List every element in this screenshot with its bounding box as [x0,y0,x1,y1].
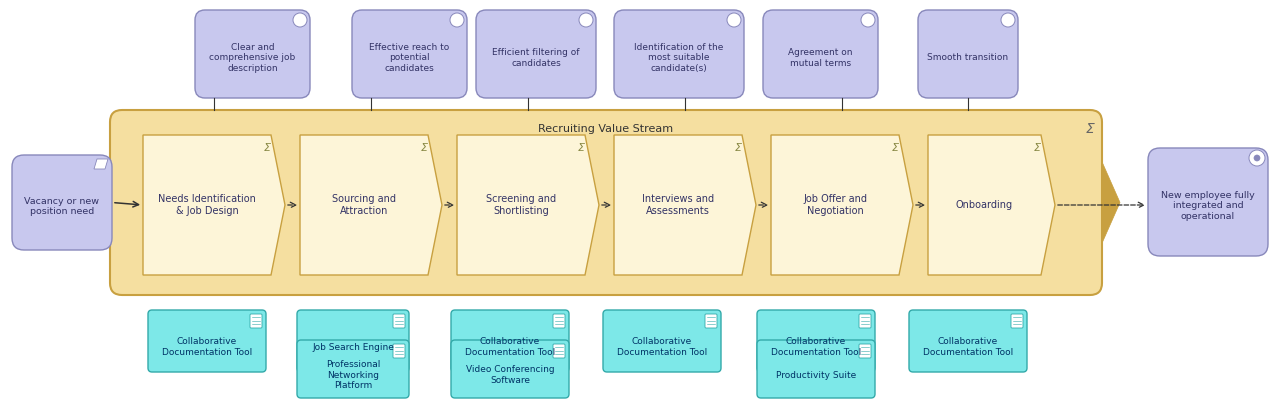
Text: Professional
Networking
Platform: Professional Networking Platform [326,360,380,390]
Circle shape [293,13,307,27]
FancyBboxPatch shape [352,10,467,98]
Text: Screening and
Shortlisting: Screening and Shortlisting [486,194,556,216]
Text: Σ: Σ [421,143,428,153]
FancyBboxPatch shape [553,344,564,358]
Text: Job Search Engine: Job Search Engine [312,343,394,351]
FancyBboxPatch shape [148,310,266,372]
Text: Σ: Σ [1085,122,1094,136]
FancyBboxPatch shape [451,340,570,398]
Text: Collaborative
Documentation Tool: Collaborative Documentation Tool [161,337,252,357]
Text: Agreement on
mutual terms: Agreement on mutual terms [788,48,852,68]
Circle shape [1249,150,1265,166]
Polygon shape [93,159,108,169]
FancyBboxPatch shape [297,310,410,372]
Polygon shape [300,135,442,275]
Text: Σ: Σ [577,143,585,153]
FancyBboxPatch shape [195,10,310,98]
FancyBboxPatch shape [1011,314,1023,328]
Text: Clear and
comprehensive job
description: Clear and comprehensive job description [210,43,296,73]
FancyBboxPatch shape [297,340,410,398]
FancyBboxPatch shape [859,314,870,328]
Text: Efficient filtering of
candidates: Efficient filtering of candidates [493,48,580,68]
Circle shape [727,13,741,27]
FancyBboxPatch shape [909,310,1027,372]
Circle shape [579,13,593,27]
FancyBboxPatch shape [12,155,113,250]
Text: Σ: Σ [735,143,741,153]
Polygon shape [457,135,599,275]
Text: Vacancy or new
position need: Vacancy or new position need [24,197,100,216]
Circle shape [451,13,465,27]
Circle shape [1001,13,1015,27]
FancyBboxPatch shape [553,314,564,328]
FancyBboxPatch shape [756,340,876,398]
Text: Collaborative
Documentation Tool: Collaborative Documentation Tool [465,337,556,357]
FancyBboxPatch shape [603,310,721,372]
Text: Σ: Σ [891,143,899,153]
Text: Productivity Suite: Productivity Suite [776,370,856,379]
Text: Needs Identification
& Job Design: Needs Identification & Job Design [157,194,256,216]
Text: Sourcing and
Attraction: Sourcing and Attraction [332,194,396,216]
Text: Job Offer and
Negotiation: Job Offer and Negotiation [803,194,867,216]
FancyBboxPatch shape [451,310,570,372]
Text: Collaborative
Documentation Tool: Collaborative Documentation Tool [771,337,861,357]
Text: Σ: Σ [1033,143,1041,153]
Text: Identification of the
most suitable
candidate(s): Identification of the most suitable cand… [635,43,723,73]
FancyBboxPatch shape [763,10,878,98]
Text: New employee fully
integrated and
operational: New employee fully integrated and operat… [1161,191,1254,221]
Text: Recruiting Value Stream: Recruiting Value Stream [539,124,673,134]
Text: Σ: Σ [264,143,270,153]
FancyBboxPatch shape [110,110,1102,295]
FancyBboxPatch shape [614,10,744,98]
Text: Onboarding: Onboarding [956,200,1012,210]
Polygon shape [143,135,285,275]
FancyBboxPatch shape [1148,148,1268,256]
FancyBboxPatch shape [756,310,876,372]
Polygon shape [614,135,756,275]
Polygon shape [771,135,913,275]
Polygon shape [928,135,1055,275]
Text: Effective reach to
potential
candidates: Effective reach to potential candidates [370,43,449,73]
Text: Smooth transition: Smooth transition [928,53,1009,63]
FancyBboxPatch shape [705,314,717,328]
Text: Video Conferencing
Software: Video Conferencing Software [466,365,554,385]
Polygon shape [1102,162,1120,243]
FancyBboxPatch shape [393,314,404,328]
Circle shape [861,13,876,27]
FancyBboxPatch shape [859,344,870,358]
FancyBboxPatch shape [476,10,596,98]
Circle shape [1254,155,1260,161]
FancyBboxPatch shape [250,314,262,328]
Text: Collaborative
Documentation Tool: Collaborative Documentation Tool [923,337,1014,357]
FancyBboxPatch shape [918,10,1018,98]
Text: Collaborative
Documentation Tool: Collaborative Documentation Tool [617,337,707,357]
FancyBboxPatch shape [393,344,404,358]
Text: Interviews and
Assessments: Interviews and Assessments [643,194,714,216]
